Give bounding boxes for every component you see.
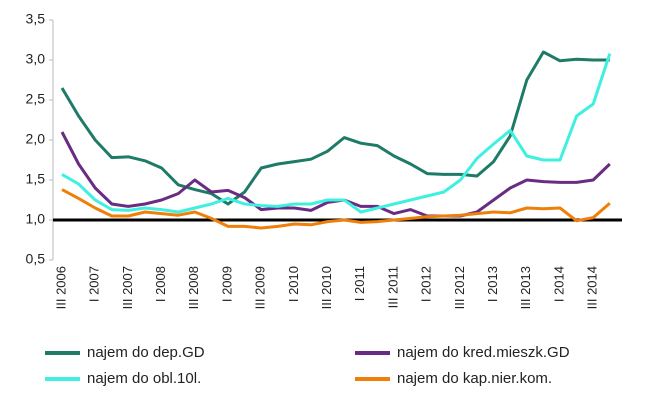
x-tick-label: I 2007 bbox=[87, 266, 102, 302]
x-tick-label: III 2013 bbox=[518, 266, 533, 309]
x-tick-label: I 2011 bbox=[352, 266, 367, 301]
x-tick-label: III 2006 bbox=[53, 266, 68, 309]
x-tick-label: III 2014 bbox=[585, 266, 600, 309]
legend-label: najem do dep.GD bbox=[87, 344, 205, 361]
y-tick-label: 0,5 bbox=[26, 251, 46, 267]
legend-label: najem do kap.nier.kom. bbox=[397, 370, 552, 387]
y-tick-label: 1,0 bbox=[26, 211, 46, 227]
y-tick-label: 1,5 bbox=[26, 171, 46, 187]
x-tick-label: III 2012 bbox=[452, 266, 467, 309]
x-tick-label: III 2011 bbox=[385, 266, 400, 308]
y-tick-label: 3,5 bbox=[26, 11, 46, 27]
x-tick-label: I 2009 bbox=[219, 266, 234, 302]
x-tick-label: III 2009 bbox=[253, 266, 268, 309]
series-line bbox=[61, 53, 612, 214]
x-tick-label: I 2013 bbox=[485, 266, 500, 302]
x-tick-label: III 2008 bbox=[186, 266, 201, 309]
legend-label: najem do kred.mieszk.GD bbox=[397, 344, 570, 361]
x-tick-label: I 2012 bbox=[419, 266, 434, 302]
y-tick-label: 2,5 bbox=[26, 91, 46, 107]
series-line bbox=[61, 188, 611, 230]
x-tick-label: I 2008 bbox=[153, 266, 168, 302]
x-tick-label: I 2010 bbox=[286, 266, 301, 302]
x-tick-label: III 2010 bbox=[319, 266, 334, 309]
series-line bbox=[60, 50, 610, 206]
legend-label: najem do obl.10l. bbox=[87, 370, 201, 387]
x-tick-label: I 2014 bbox=[551, 266, 566, 302]
y-tick-label: 2,0 bbox=[26, 131, 46, 147]
y-tick-label: 3,0 bbox=[26, 51, 46, 67]
x-tick-label: III 2007 bbox=[120, 266, 135, 309]
